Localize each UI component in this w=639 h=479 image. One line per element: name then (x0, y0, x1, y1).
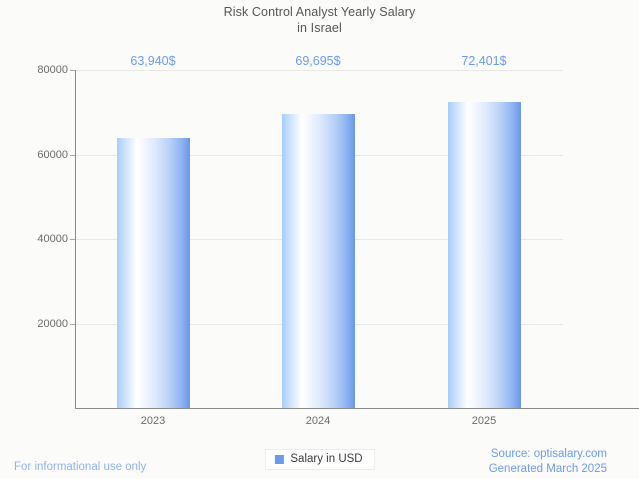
value-label-2024: 69,695$ (295, 54, 341, 68)
bar-2023[interactable] (117, 138, 190, 408)
value-label-2023: 63,940$ (130, 54, 176, 68)
generated-date-text: Generated March 2025 (488, 463, 607, 475)
x-tick-label-2025: 2025 (471, 415, 497, 427)
y-tick-mark-60000 (70, 155, 75, 156)
chart-title: Risk Control Analyst Yearly Salary in Is… (0, 4, 639, 36)
y-tick-mark-20000 (70, 324, 75, 325)
y-axis: 80000 60000 40000 20000 (0, 0, 75, 479)
y-tick-mark-80000 (70, 70, 75, 71)
legend-swatch-icon (274, 454, 284, 464)
y-tick-mark-40000 (70, 239, 75, 240)
bar-2025[interactable] (448, 102, 521, 408)
y-tick-label-40000: 40000 (37, 233, 68, 245)
source-text: Source: optisalary.com (490, 448, 607, 460)
source-attribution: Source: optisalary.com Generated March 2… (489, 447, 607, 477)
x-tick-label-2024: 2024 (305, 415, 331, 427)
bar-2024[interactable] (282, 114, 355, 408)
chart-title-line-2: in Israel (297, 21, 342, 35)
y-tick-label-60000: 60000 (37, 149, 68, 161)
legend-item-label: Salary in USD (290, 453, 363, 465)
y-tick-label-80000: 80000 (37, 64, 68, 76)
x-tick-label-2023: 2023 (140, 415, 166, 427)
legend[interactable]: Salary in USD (264, 449, 375, 470)
chart-title-line-1: Risk Control Analyst Yearly Salary (223, 5, 416, 19)
value-label-2025: 72,401$ (461, 54, 507, 68)
gridline-80000 (75, 70, 563, 71)
x-axis-line (75, 408, 639, 409)
y-axis-line (75, 70, 76, 409)
y-tick-label-20000: 20000 (37, 318, 68, 330)
plot-area (75, 70, 563, 408)
disclaimer-text: For informational use only (14, 461, 147, 473)
